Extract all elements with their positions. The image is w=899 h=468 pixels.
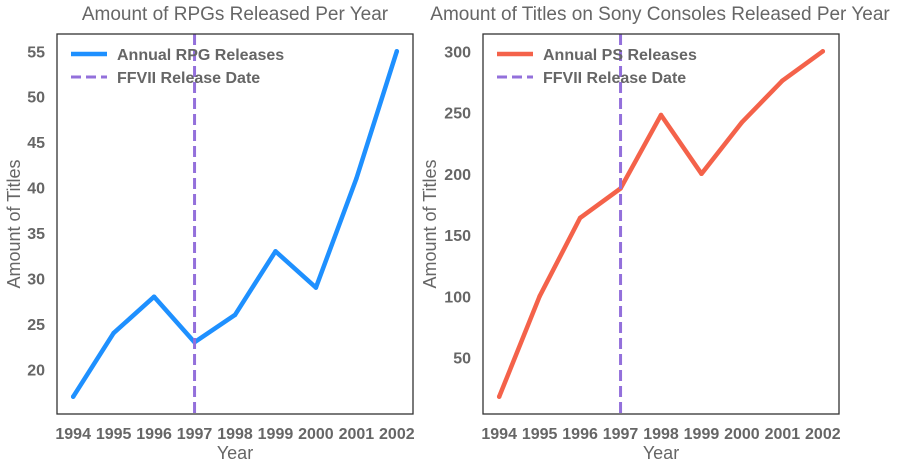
chart-title: Amount of Titles on Sony Consoles Releas… — [430, 4, 890, 25]
x-tick-label: 1999 — [684, 426, 720, 443]
x-tick-label: 1996 — [562, 426, 598, 443]
y-tick-label: 55 — [27, 44, 45, 61]
chart-title: Amount of RPGs Released Per Year — [82, 4, 389, 25]
series-line-1 — [70, 49, 400, 399]
data-point — [496, 394, 502, 399]
y-tick-label: 45 — [27, 135, 45, 152]
data-point — [394, 49, 400, 54]
x-tick-label: 1995 — [96, 426, 132, 443]
data-point — [577, 215, 583, 221]
x-tick-label: 1994 — [481, 426, 517, 443]
x-tick-label: 1999 — [258, 426, 294, 443]
y-tick-label: 50 — [453, 351, 471, 368]
legend: Annual RPG Releases FFVII Release Date — [71, 47, 284, 87]
y-tick-label: 300 — [444, 44, 471, 61]
x-tick-label: 1996 — [136, 426, 172, 443]
data-point — [537, 294, 542, 299]
data-point — [70, 394, 76, 399]
x-tick-label: 2001 — [339, 426, 375, 443]
y-tick-label: 35 — [27, 226, 45, 243]
x-tick-label: 1997 — [603, 426, 639, 443]
data-point — [313, 285, 319, 290]
y-tick-label: 40 — [27, 181, 45, 198]
legend-label: FFVII Release Date — [543, 70, 686, 87]
x-tick-label: 2001 — [765, 426, 801, 443]
data-point — [232, 312, 238, 318]
x-tick-label: 1998 — [217, 426, 253, 443]
y-tick-label: 200 — [444, 167, 471, 184]
x-tick-label: 2002 — [379, 426, 415, 443]
x-tick-label: 1994 — [55, 426, 91, 443]
y-axis-label: Amount of Titles — [4, 159, 24, 288]
legend-label: FFVII Release Date — [117, 70, 260, 87]
y-tick-label: 250 — [444, 106, 471, 123]
series-line-1 — [496, 49, 826, 399]
data-point — [111, 330, 116, 336]
x-tick-label: 1995 — [522, 426, 558, 443]
x-tick-label: 2002 — [805, 426, 841, 443]
y-tick-label: 30 — [27, 272, 45, 289]
x-axis-label: Year — [643, 443, 679, 463]
legend: Annual PS Releases FFVII Release Date — [497, 47, 697, 87]
x-tick-label: 1998 — [643, 426, 679, 443]
y-tick-label: 20 — [27, 362, 45, 379]
data-point — [780, 78, 785, 83]
y-tick-label: 150 — [444, 228, 471, 245]
data-point — [273, 249, 278, 254]
x-tick-label: 2000 — [298, 426, 334, 443]
legend-label: Annual RPG Releases — [117, 47, 284, 64]
data-point — [739, 120, 745, 125]
data-point — [354, 176, 359, 181]
y-tick-label: 50 — [27, 90, 45, 107]
data-point — [820, 49, 826, 54]
y-axis-label: Amount of Titles — [420, 159, 440, 288]
chart-2: Amount of Titles on Sony Consoles Releas… — [420, 4, 890, 463]
data-point — [699, 171, 704, 176]
x-tick-label: 2000 — [724, 426, 760, 443]
x-axis-label: Year — [217, 443, 253, 463]
data-point — [658, 112, 664, 118]
y-tick-label: 25 — [27, 317, 45, 334]
chart-1: Amount of RPGs Released Per Year 20 25 30 35… — [4, 4, 415, 463]
plot-frame — [56, 33, 414, 415]
legend-label: Annual PS Releases — [543, 47, 697, 64]
data-point — [151, 294, 157, 299]
y-tick-label: 100 — [444, 289, 471, 306]
x-tick-label: 1997 — [177, 426, 213, 443]
plot-frame — [482, 33, 840, 415]
